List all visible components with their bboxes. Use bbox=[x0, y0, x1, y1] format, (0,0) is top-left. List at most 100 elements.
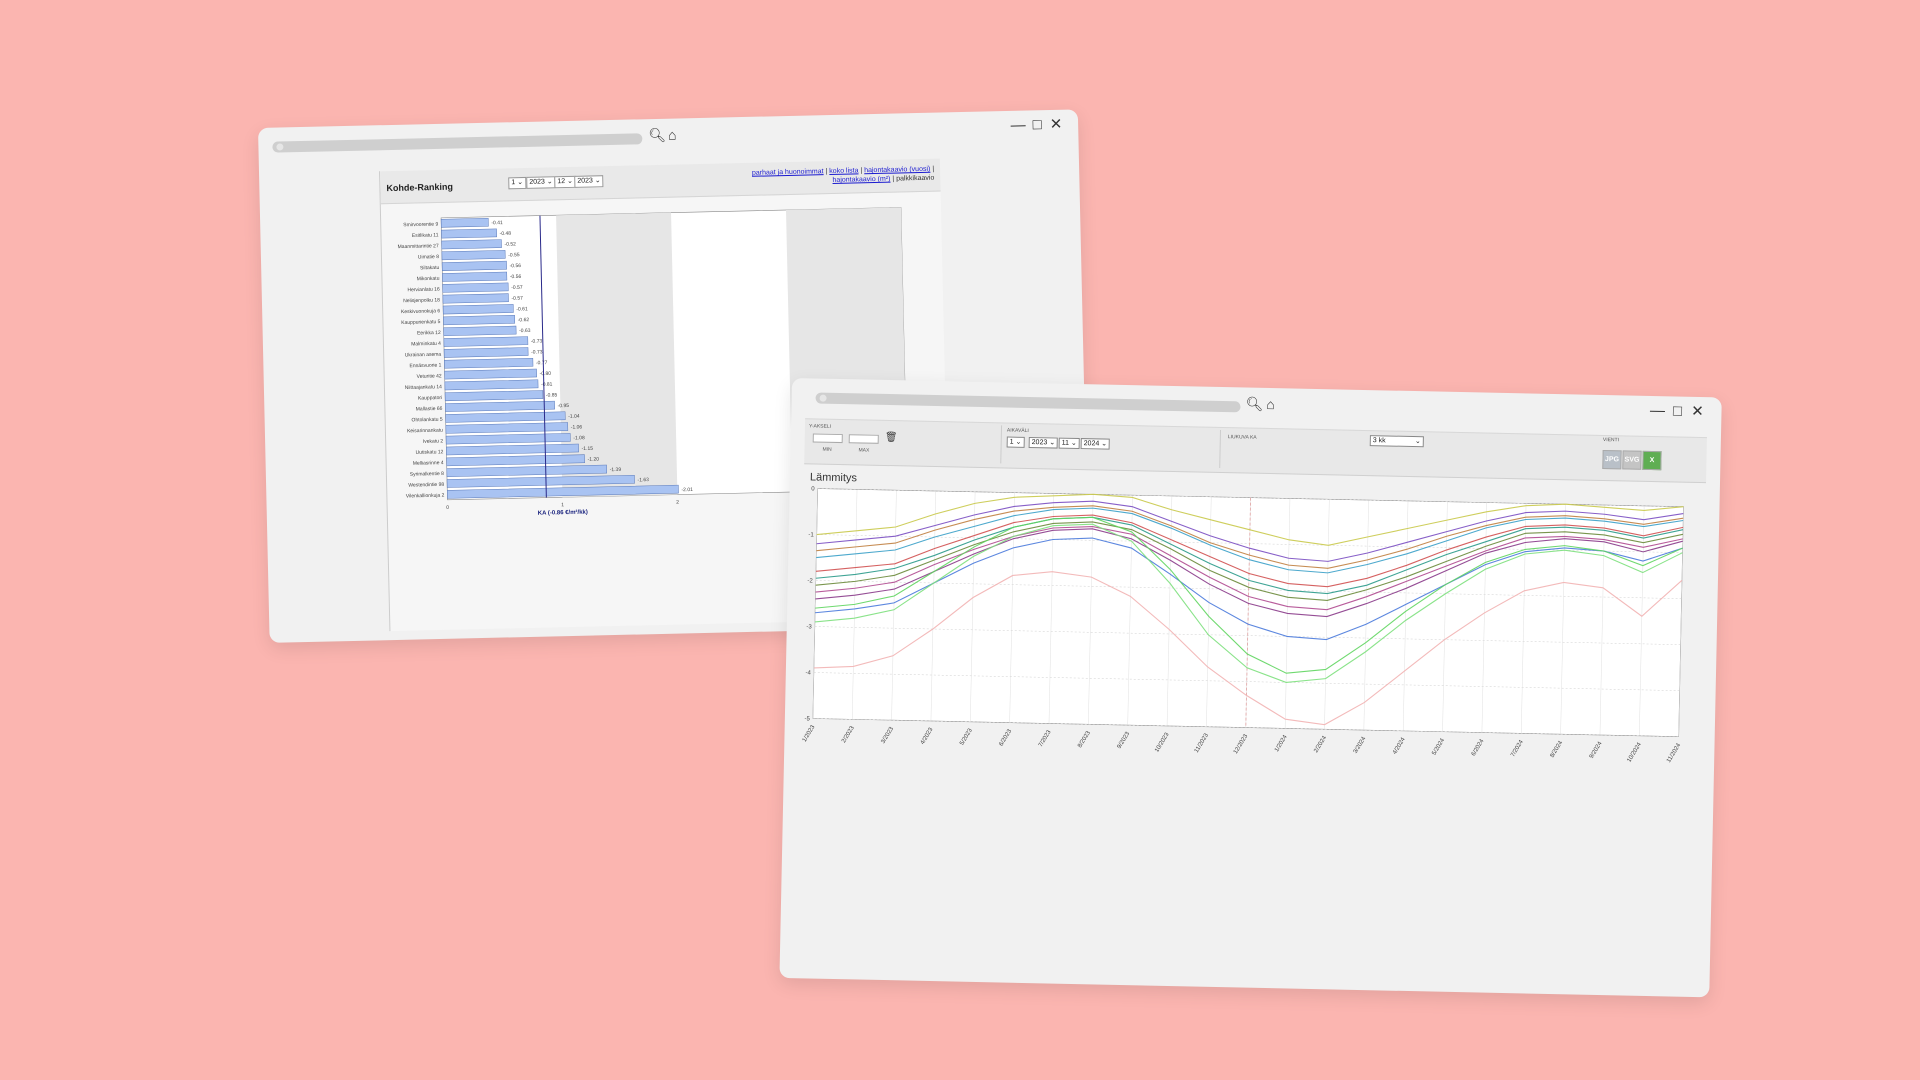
period-start-year-select[interactable]: 2023 ⌄ bbox=[1028, 436, 1059, 449]
value-label: -0.63 bbox=[519, 328, 531, 334]
x-tick-label: 0 bbox=[446, 505, 449, 511]
minimize-icon[interactable]: ― bbox=[1010, 116, 1026, 134]
x-tick-label: 7/2023 bbox=[1038, 729, 1053, 748]
page-title: Kohde-Ranking bbox=[386, 181, 453, 194]
bar bbox=[442, 271, 508, 282]
link-full-list[interactable]: koko lista bbox=[829, 167, 859, 176]
x-tick-label: 12/2023 bbox=[1233, 733, 1250, 755]
home-icon[interactable]: ⌂ bbox=[1266, 395, 1275, 413]
ranking-panel: Kohde-Ranking 1 ⌄ 2023 ⌄ 12 ⌄ 2023 ⌄ par… bbox=[379, 158, 951, 632]
v-grid-line bbox=[1560, 504, 1566, 735]
category-label: Keisarinnankatu bbox=[407, 428, 443, 435]
value-label: -0.57 bbox=[511, 296, 523, 302]
min-label: MIN bbox=[822, 446, 832, 453]
divider bbox=[1219, 429, 1222, 468]
value-label: -1.63 bbox=[637, 477, 649, 483]
bar bbox=[443, 336, 529, 347]
heating-window: 🔍︎ ⌂ ― □ ✕ Y-AKSELI MIN MAX 🗑︎ AIKAVÄLI … bbox=[779, 378, 1722, 998]
category-label: Melliasrinne 4 bbox=[413, 460, 444, 467]
x-tick-label: 8/2024 bbox=[1550, 740, 1565, 759]
series-line bbox=[816, 493, 1684, 546]
divider bbox=[1000, 425, 1003, 464]
category-label: Malminkatu 4 bbox=[411, 341, 441, 348]
value-label: -0.56 bbox=[510, 274, 522, 280]
maximize-icon[interactable]: □ bbox=[1672, 402, 1683, 420]
trash-icon[interactable]: 🗑︎ bbox=[884, 431, 898, 444]
y-axis-label: Y-AKSELI bbox=[808, 423, 832, 430]
value-label: -0.95 bbox=[558, 403, 570, 409]
minimize-icon[interactable]: ― bbox=[1649, 401, 1666, 420]
series-line bbox=[814, 523, 1683, 683]
bar bbox=[445, 433, 571, 445]
average-line bbox=[539, 215, 547, 498]
x-tick-label: 10/2024 bbox=[1626, 741, 1643, 763]
category-label: Veturitie 42 bbox=[417, 373, 442, 380]
bar bbox=[441, 228, 497, 239]
category-label: Keskivuonokuja 6 bbox=[401, 308, 441, 315]
period-end-month-select[interactable]: 11 ⌄ bbox=[1058, 437, 1080, 450]
bar bbox=[443, 325, 517, 337]
search-icon[interactable]: 🔍︎ bbox=[648, 126, 667, 144]
marker-line bbox=[1245, 497, 1251, 728]
period-start-month-select[interactable]: 1 ⌄ bbox=[1006, 436, 1025, 448]
end-year-select[interactable]: 2023 ⌄ bbox=[574, 175, 604, 188]
y-max-input[interactable] bbox=[848, 434, 879, 444]
v-grid-line bbox=[1166, 495, 1173, 726]
x-tick-label: 1 bbox=[561, 502, 564, 508]
link-best-worst[interactable]: parhaat ja huonoimmat bbox=[751, 168, 824, 177]
moving-average-select[interactable]: 3 kk ⌄ bbox=[1369, 435, 1424, 448]
address-bar[interactable] bbox=[272, 133, 643, 153]
moving-average-label: LIUKUVA KA bbox=[1227, 434, 1257, 441]
series-line bbox=[815, 516, 1683, 674]
series-line bbox=[816, 505, 1684, 569]
value-label: -0.56 bbox=[510, 263, 522, 269]
x-tick-label: 5/2024 bbox=[1431, 737, 1446, 756]
v-grid-line bbox=[1324, 499, 1330, 730]
view-links: parhaat ja huonoimmat | koko lista | haj… bbox=[751, 165, 935, 184]
v-grid-line bbox=[1442, 501, 1448, 732]
home-icon[interactable]: ⌂ bbox=[667, 126, 677, 143]
series-line bbox=[816, 500, 1684, 562]
bar bbox=[446, 475, 635, 488]
ranking-window: 🔍︎ ⌂ ― □ ✕ Kohde-Ranking 1 ⌄ 2023 ⌄ 12 ⌄… bbox=[258, 109, 1090, 643]
close-icon[interactable]: ✕ bbox=[1049, 115, 1063, 134]
y-min-input[interactable] bbox=[812, 433, 843, 444]
search-icon[interactable]: 🔍︎ bbox=[1245, 395, 1264, 412]
x-tick-label: 2/2023 bbox=[841, 725, 856, 744]
y-tick-label: -2 bbox=[807, 578, 813, 584]
category-label: Siltakatu bbox=[420, 265, 440, 271]
y-tick-label: -3 bbox=[806, 624, 812, 630]
start-month-select[interactable]: 1 ⌄ bbox=[508, 176, 527, 190]
category-label: Ohtolankatu 5 bbox=[411, 417, 442, 424]
link-scatter-m2[interactable]: hajontakaavio (m²) bbox=[832, 175, 891, 184]
category-label: Uimatie 8 bbox=[418, 254, 439, 260]
value-label: -0.85 bbox=[546, 392, 558, 398]
export-excel-button[interactable]: X bbox=[1642, 450, 1662, 471]
x-tick-label: 11/2023 bbox=[1194, 732, 1210, 754]
address-bar[interactable] bbox=[815, 392, 1241, 413]
category-label: Ukrainan asema bbox=[405, 352, 442, 359]
link-scatter-year[interactable]: hajontakaavio (vuosi) bbox=[864, 165, 931, 175]
category-label: Esitlikatu 11 bbox=[412, 232, 439, 239]
export-svg-button[interactable]: SVG bbox=[1622, 450, 1642, 470]
start-year-select[interactable]: 2023 ⌄ bbox=[526, 176, 556, 189]
v-grid-line bbox=[1048, 493, 1055, 724]
export-jpg-button[interactable]: JPG bbox=[1602, 449, 1622, 470]
series-line bbox=[815, 521, 1684, 602]
v-grid-line bbox=[812, 488, 818, 719]
value-label: -0.73 bbox=[531, 349, 543, 355]
value-label: -2.01 bbox=[681, 487, 693, 493]
ranking-bar-chart: Smirvoorentie 9 -0.41 Esitlikatu 11 -0.48 Ma… bbox=[398, 207, 908, 517]
value-label: -0.57 bbox=[511, 285, 523, 291]
period-end-year-select[interactable]: 2024 ⌄ bbox=[1080, 438, 1111, 450]
series-line bbox=[813, 571, 1683, 726]
x-tick-label: 3/2024 bbox=[1353, 735, 1368, 754]
value-label: -0.52 bbox=[504, 241, 516, 247]
close-icon[interactable]: ✕ bbox=[1691, 402, 1704, 421]
end-month-select[interactable]: 12 ⌄ bbox=[554, 175, 577, 189]
maximize-icon[interactable]: □ bbox=[1032, 116, 1042, 134]
category-label: Mikonkatu bbox=[417, 276, 440, 283]
value-label: -1.39 bbox=[610, 467, 622, 473]
v-grid-line bbox=[891, 490, 897, 721]
chart-title: Lämmitys bbox=[810, 471, 858, 484]
